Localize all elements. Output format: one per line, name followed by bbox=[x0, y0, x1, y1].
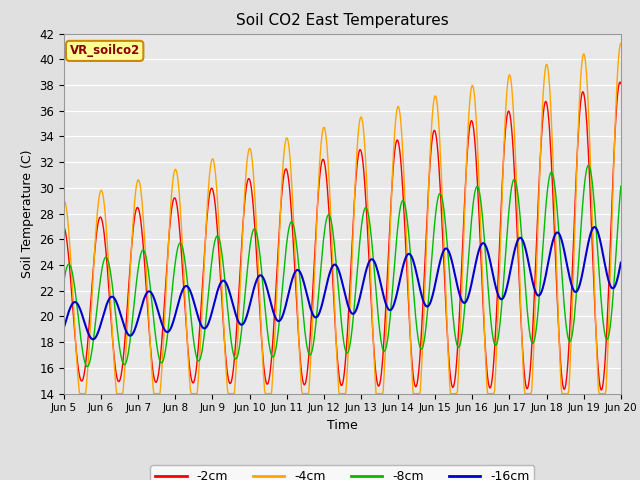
-16cm bbox=[70, 300, 78, 305]
-8cm bbox=[411, 305, 419, 311]
-2cm bbox=[426, 157, 434, 163]
-4cm bbox=[60, 198, 68, 204]
-8cm bbox=[70, 280, 78, 286]
-16cm bbox=[128, 332, 136, 337]
-16cm bbox=[185, 285, 193, 291]
Line: -4cm: -4cm bbox=[64, 43, 621, 394]
-16cm bbox=[214, 286, 222, 292]
-4cm bbox=[185, 363, 193, 369]
-2cm bbox=[127, 247, 135, 252]
-16cm bbox=[60, 324, 68, 330]
-4cm bbox=[128, 234, 136, 240]
-2cm bbox=[214, 227, 221, 232]
-16cm bbox=[411, 264, 419, 269]
-8cm bbox=[128, 320, 136, 325]
Title: Soil CO2 East Temperatures: Soil CO2 East Temperatures bbox=[236, 13, 449, 28]
-8cm bbox=[185, 291, 193, 297]
-8cm bbox=[214, 233, 222, 239]
Y-axis label: Soil Temperature (C): Soil Temperature (C) bbox=[20, 149, 34, 278]
-4cm bbox=[214, 208, 222, 214]
-2cm bbox=[617, 81, 625, 86]
Line: -2cm: -2cm bbox=[64, 82, 621, 390]
-8cm bbox=[428, 264, 435, 269]
-2cm bbox=[598, 387, 605, 393]
-2cm bbox=[184, 347, 192, 352]
-4cm bbox=[76, 391, 84, 396]
-8cm bbox=[584, 162, 592, 168]
-4cm bbox=[428, 132, 435, 138]
-16cm bbox=[617, 260, 625, 265]
-4cm bbox=[617, 40, 625, 46]
Text: VR_soilco2: VR_soilco2 bbox=[70, 44, 140, 58]
-2cm bbox=[60, 225, 68, 230]
Legend: -2cm, -4cm, -8cm, -16cm: -2cm, -4cm, -8cm, -16cm bbox=[150, 465, 534, 480]
-2cm bbox=[616, 79, 624, 85]
Line: -8cm: -8cm bbox=[64, 165, 621, 367]
-8cm bbox=[60, 278, 68, 284]
-4cm bbox=[70, 313, 78, 319]
-2cm bbox=[70, 322, 78, 327]
-2cm bbox=[410, 379, 418, 384]
X-axis label: Time: Time bbox=[327, 419, 358, 432]
Line: -16cm: -16cm bbox=[64, 227, 621, 339]
-8cm bbox=[617, 183, 625, 189]
-16cm bbox=[591, 224, 598, 230]
-4cm bbox=[411, 391, 419, 396]
-16cm bbox=[428, 298, 435, 303]
-8cm bbox=[83, 364, 91, 370]
-16cm bbox=[89, 336, 97, 342]
